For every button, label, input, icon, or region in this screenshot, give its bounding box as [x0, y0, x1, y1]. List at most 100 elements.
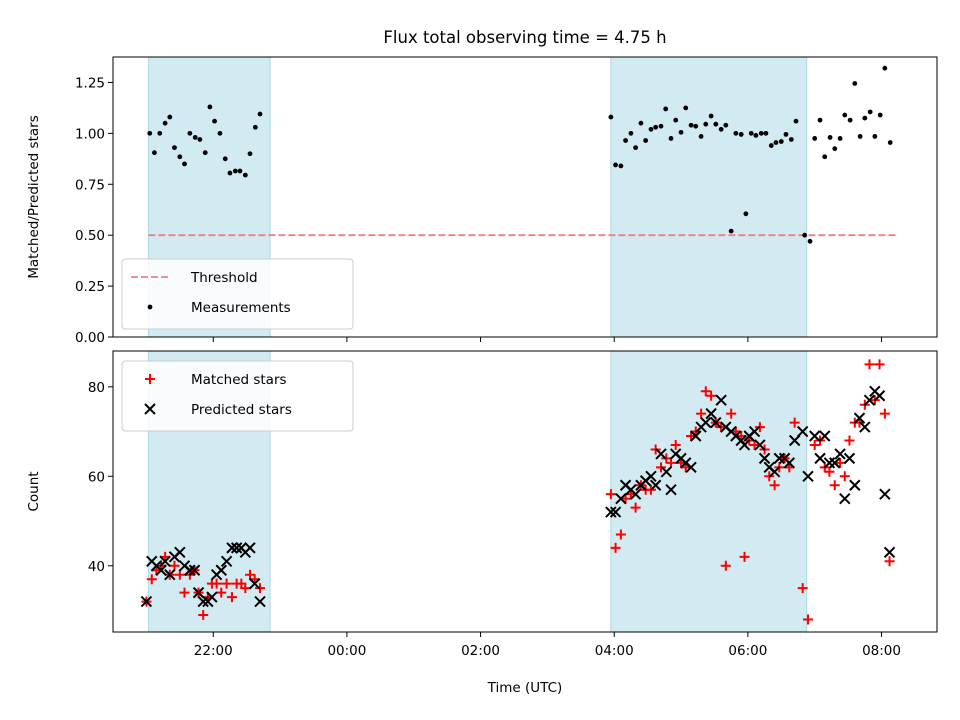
- matched-stars-point: [610, 542, 621, 553]
- y-tick-label: 0.50: [75, 228, 105, 244]
- predicted-stars-point: [758, 452, 771, 465]
- predicted-stars-point: [226, 542, 238, 554]
- matched-stars-point: [879, 408, 890, 419]
- measurement-point: [162, 120, 168, 126]
- measurement-point: [763, 130, 769, 136]
- measurement-point: [877, 112, 883, 118]
- matched-stars-point: [146, 574, 157, 585]
- measurement-point: [802, 232, 808, 238]
- measurement-point: [778, 139, 784, 144]
- matched-stars-point: [720, 560, 731, 571]
- y-tick-label: 60: [88, 469, 105, 485]
- predicted-stars-point: [184, 564, 196, 576]
- x-tick-label: 22:00: [194, 643, 233, 659]
- measurement-point: [852, 81, 858, 86]
- measurement-point: [748, 130, 754, 136]
- measurement-point: [643, 138, 649, 143]
- predicted-stars-point: [802, 470, 814, 482]
- predicted-stars-point: [700, 416, 712, 429]
- measurement-point: [212, 118, 217, 124]
- predicted-stars-point: [164, 569, 176, 581]
- predicted-stars-point: [660, 466, 673, 478]
- measurement-point: [217, 130, 223, 136]
- measurement-point: [152, 150, 157, 156]
- predicted-stars-point: [705, 407, 717, 420]
- measurement-point: [608, 114, 614, 120]
- predicted-stars-point: [192, 586, 205, 599]
- measurement-point: [222, 156, 228, 162]
- measurement-point: [758, 130, 764, 136]
- predicted-stars-point: [649, 479, 662, 491]
- measurement-point: [623, 138, 628, 143]
- measurement-point: [822, 154, 828, 160]
- predicted-stars-point: [859, 421, 871, 433]
- y-tick-label: 1.00: [75, 126, 105, 142]
- predicted-stars-point: [883, 546, 896, 559]
- legend-label: Predicted stars: [191, 402, 292, 418]
- matched-stars-point: [666, 457, 677, 468]
- measurement-point: [247, 151, 253, 157]
- predicted-stars-point: [738, 439, 751, 451]
- measurement-point: [157, 130, 163, 136]
- matched-stars-point: [226, 592, 237, 603]
- legend-box: [121, 258, 354, 330]
- matched-stars-point: [211, 578, 222, 589]
- measurement-point: [207, 104, 213, 110]
- legend-label: Threshold: [190, 270, 258, 286]
- matched-stars-point: [884, 556, 895, 567]
- predicted-stars-point: [645, 470, 657, 482]
- predicted-stars-point: [768, 466, 781, 478]
- matched-stars-point: [630, 502, 641, 513]
- predicted-stars-point: [788, 434, 801, 447]
- measurement-point: [172, 145, 177, 151]
- measurement-point: [192, 135, 198, 140]
- matched-stars-point: [700, 386, 711, 397]
- predicted-stars-point: [230, 542, 243, 554]
- matched-stars-point: [789, 417, 800, 428]
- matched-stars-point: [726, 408, 737, 419]
- matched-stars-point: [174, 569, 185, 580]
- measurement-point: [688, 122, 694, 128]
- predicted-stars-point: [629, 488, 642, 500]
- measurement-point: [788, 137, 794, 142]
- matched-stars-point: [829, 480, 840, 491]
- predicted-stars-point: [206, 591, 218, 603]
- measurement-point: [728, 228, 734, 234]
- predicted-stars-point: [808, 430, 821, 442]
- measurement-point: [812, 136, 818, 141]
- predicted-stars-point: [710, 416, 722, 429]
- measurement-point: [827, 135, 833, 140]
- axes-frame: [112, 56, 938, 338]
- predicted-stars-point: [605, 506, 617, 518]
- measurement-point: [177, 154, 183, 160]
- predicted-stars-point: [754, 439, 766, 451]
- measurement-point: [842, 112, 848, 118]
- matched-stars-point: [605, 489, 616, 500]
- measurement-point: [638, 120, 644, 126]
- measurement-point: [738, 131, 744, 137]
- predicted-stars-point: [254, 595, 266, 608]
- measurement-point: [793, 118, 799, 124]
- chart-title: Flux total observing time = 4.75 h: [383, 28, 666, 47]
- predicted-stars-point: [159, 555, 171, 568]
- measurement-point: [768, 143, 774, 148]
- predicted-stars-point: [220, 555, 233, 568]
- predicted-stars-point: [819, 430, 831, 442]
- measurement-point: [668, 136, 674, 141]
- matched-stars-point: [706, 390, 717, 401]
- predicted-stars-point: [873, 390, 886, 402]
- legend-label: Measurements: [191, 300, 291, 316]
- measurement-point: [678, 129, 684, 135]
- predicted-stars-point: [690, 430, 702, 442]
- matched-stars-point: [696, 408, 707, 419]
- predicted-stars-point: [615, 492, 627, 505]
- axes-frame: [112, 350, 938, 633]
- predicted-stars-point: [197, 595, 209, 608]
- y-tick-label: 0.25: [75, 279, 105, 295]
- predicted-stars-point: [863, 394, 876, 406]
- matched-stars-point: [844, 435, 855, 446]
- measurement-point: [832, 146, 838, 152]
- measurement-point: [648, 126, 654, 132]
- measurement-point: [232, 168, 238, 174]
- measurement-point: [663, 106, 669, 112]
